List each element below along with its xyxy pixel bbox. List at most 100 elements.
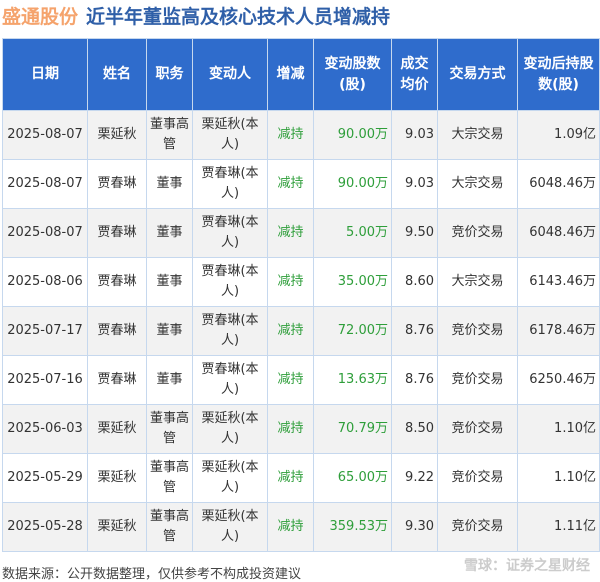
table-cell: 9.03 — [391, 159, 438, 209]
table-cell: 8.76 — [391, 355, 438, 405]
table-cell: 栗延秋 — [87, 453, 147, 503]
table-cell: 9.03 — [391, 110, 438, 160]
table-cell: 35.00万 — [313, 257, 392, 307]
table-cell: 2025-06-03 — [2, 404, 88, 454]
table-cell: 栗延秋(本人) — [192, 404, 268, 454]
table-cell: 70.79万 — [313, 404, 392, 454]
table-cell: 大宗交易 — [437, 110, 518, 160]
table-cell: 72.00万 — [313, 306, 392, 356]
title-text: 近半年董监高及核心技术人员增减持 — [86, 6, 391, 28]
table-cell: 董事高管 — [146, 502, 193, 552]
table-cell: 董事 — [146, 355, 193, 405]
table-cell: 竞价交易 — [437, 404, 518, 454]
table-cell: 9.50 — [391, 208, 438, 258]
table-cell: 栗延秋 — [87, 502, 147, 552]
table-row: 2025-08-07 贾春琳 董事 贾春琳(本人) 减持 5.00万 9.50 竞价交易 604… — [2, 208, 600, 258]
page-title: 盛通股份 近半年董监高及核心技术人员增减持 — [2, 2, 390, 29]
column-header: 变动人 — [192, 38, 268, 111]
column-header: 姓名 — [87, 38, 147, 111]
table-row: 2025-07-16 贾春琳 董事 贾春琳(本人) 减持 13.63万 8.76 竞价交易 62… — [2, 355, 600, 405]
table-cell: 8.76 — [391, 306, 438, 356]
table-cell: 2025-08-07 — [2, 208, 88, 258]
table-cell: 13.63万 — [313, 355, 392, 405]
table-cell: 1.10亿 — [517, 453, 600, 503]
table-cell: 减持 — [267, 404, 314, 454]
table-cell: 栗延秋(本人) — [192, 502, 268, 552]
table-cell: 栗延秋 — [87, 404, 147, 454]
table-row: 2025-06-03 栗延秋 董事高管 栗延秋(本人) 减持 70.79万 8.50 竞价交易… — [2, 404, 600, 454]
table-cell: 贾春琳 — [87, 306, 147, 356]
table-cell: 1.11亿 — [517, 502, 600, 552]
table-cell: 8.60 — [391, 257, 438, 307]
table-cell: 6048.46万 — [517, 208, 600, 258]
table-cell: 2025-08-07 — [2, 159, 88, 209]
column-header: 成交均价 — [391, 38, 438, 111]
table-cell: 8.50 — [391, 404, 438, 454]
table-cell: 6048.46万 — [517, 159, 600, 209]
table-cell: 大宗交易 — [437, 159, 518, 209]
table-cell: 栗延秋(本人) — [192, 110, 268, 160]
table-cell: 贾春琳(本人) — [192, 306, 268, 356]
table-cell: 减持 — [267, 159, 314, 209]
table-cell: 董事高管 — [146, 453, 193, 503]
column-header: 增减 — [267, 38, 314, 111]
column-header: 日期 — [2, 38, 88, 111]
table-cell: 董事 — [146, 306, 193, 356]
table-row: 2025-05-28 栗延秋 董事高管 栗延秋(本人) 减持 359.53万 9.30 竞价交… — [2, 502, 600, 552]
column-header: 交易方式 — [437, 38, 518, 111]
table-cell: 竞价交易 — [437, 306, 518, 356]
table-cell: 董事 — [146, 159, 193, 209]
table-cell: 2025-05-28 — [2, 502, 88, 552]
table-cell: 1.10亿 — [517, 404, 600, 454]
table-cell: 董事高管 — [146, 110, 193, 160]
table-cell: 减持 — [267, 355, 314, 405]
column-header: 变动后持股数(股) — [517, 38, 600, 111]
table-row: 2025-08-07 贾春琳 董事 贾春琳(本人) 减持 90.00万 9.03 大宗交易 60… — [2, 159, 600, 209]
table-cell: 贾春琳(本人) — [192, 257, 268, 307]
table-cell: 6250.46万 — [517, 355, 600, 405]
table-cell: 1.09亿 — [517, 110, 600, 160]
table-cell: 减持 — [267, 208, 314, 258]
insider-trading-table: 日期 姓名 职务 变动人 增减 变动股数(股) 成交均价 交易方式 变动后持股数(股) 2025… — [2, 38, 600, 552]
table-cell: 6178.46万 — [517, 306, 600, 356]
table-cell: 2025-08-06 — [2, 257, 88, 307]
table-cell: 贾春琳(本人) — [192, 208, 268, 258]
table-cell: 6143.46万 — [517, 257, 600, 307]
table-cell: 减持 — [267, 453, 314, 503]
table-cell: 贾春琳 — [87, 257, 147, 307]
table-cell: 贾春琳 — [87, 208, 147, 258]
table-cell: 竞价交易 — [437, 502, 518, 552]
column-header: 职务 — [146, 38, 193, 111]
table-cell: 359.53万 — [313, 502, 392, 552]
table-cell: 董事 — [146, 257, 193, 307]
table-cell: 减持 — [267, 110, 314, 160]
table-row: 2025-08-06 贾春琳 董事 贾春琳(本人) 减持 35.00万 8.60 大宗交易 61… — [2, 257, 600, 307]
table-cell: 竞价交易 — [437, 355, 518, 405]
column-header: 变动股数(股) — [313, 38, 392, 111]
table-row: 2025-05-29 栗延秋 董事高管 栗延秋(本人) 减持 65.00万 9.22 竞价交易… — [2, 453, 600, 503]
table-cell: 2025-05-29 — [2, 453, 88, 503]
table-cell: 9.22 — [391, 453, 438, 503]
table-cell: 减持 — [267, 306, 314, 356]
table-cell: 65.00万 — [313, 453, 392, 503]
data-source-note: 数据来源：公开数据整理，仅供参考不构成投资建议 — [2, 567, 302, 582]
table-cell: 贾春琳(本人) — [192, 355, 268, 405]
table-cell: 贾春琳 — [87, 159, 147, 209]
table-cell: 董事高管 — [146, 404, 193, 454]
table-cell: 栗延秋(本人) — [192, 453, 268, 503]
table-cell: 竞价交易 — [437, 453, 518, 503]
table-cell: 减持 — [267, 502, 314, 552]
table-row: 2025-07-17 贾春琳 董事 贾春琳(本人) 减持 72.00万 8.76 竞价交易 61… — [2, 306, 600, 356]
watermark: 雪球：证券之星财经 — [464, 558, 590, 574]
table-cell: 董事 — [146, 208, 193, 258]
table-cell: 贾春琳 — [87, 355, 147, 405]
table-cell: 竞价交易 — [437, 208, 518, 258]
table-cell: 2025-07-16 — [2, 355, 88, 405]
table-cell: 减持 — [267, 257, 314, 307]
table-cell: 2025-07-17 — [2, 306, 88, 356]
table-cell: 2025-08-07 — [2, 110, 88, 160]
table-cell: 栗延秋 — [87, 110, 147, 160]
table-cell: 9.30 — [391, 502, 438, 552]
table-cell: 5.00万 — [313, 208, 392, 258]
company-name: 盛通股份 — [2, 6, 79, 28]
